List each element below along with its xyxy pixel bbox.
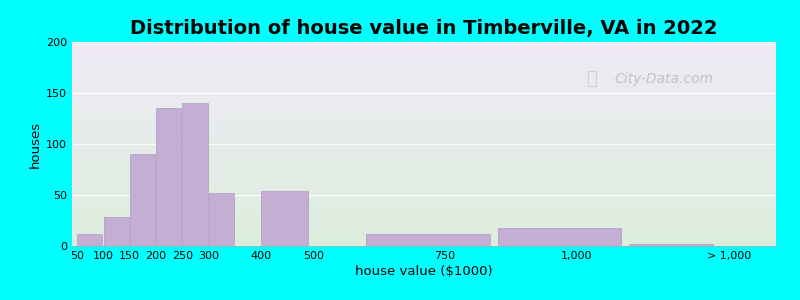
Bar xyxy=(156,108,182,246)
Bar xyxy=(182,103,207,246)
Bar xyxy=(498,228,621,246)
Bar xyxy=(629,244,713,246)
Text: ⦿: ⦿ xyxy=(586,70,597,88)
Bar xyxy=(103,218,129,246)
Bar xyxy=(261,191,309,246)
Bar xyxy=(130,154,155,246)
Text: City-Data.com: City-Data.com xyxy=(614,72,713,86)
Bar xyxy=(78,234,102,246)
Bar xyxy=(366,234,490,246)
Y-axis label: houses: houses xyxy=(29,120,42,168)
Title: Distribution of house value in Timberville, VA in 2022: Distribution of house value in Timbervil… xyxy=(130,19,718,38)
X-axis label: house value ($1000): house value ($1000) xyxy=(355,265,493,278)
Bar xyxy=(209,193,234,246)
